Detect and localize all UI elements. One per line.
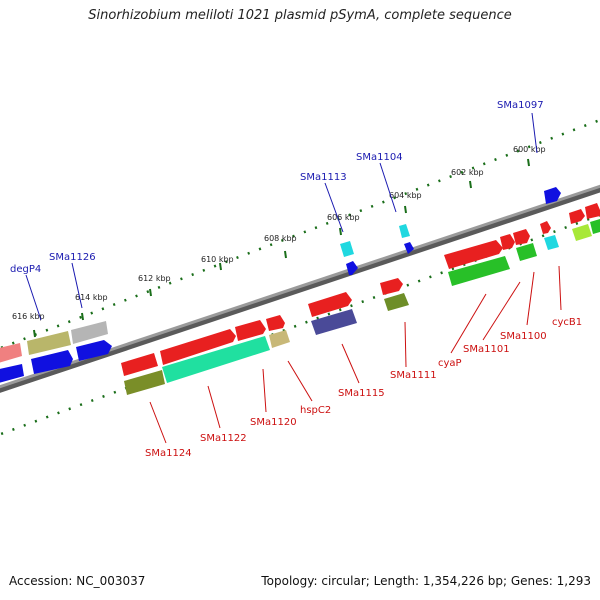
- gene-feature[interactable]: [266, 315, 285, 331]
- genome-summary: Topology: circular; Length: 1,354,226 bp…: [261, 574, 591, 588]
- gene-feature[interactable]: [516, 243, 537, 261]
- gene-label[interactable]: SMa1126: [49, 252, 96, 263]
- gene-feature[interactable]: [31, 350, 73, 374]
- gene-feature[interactable]: [0, 364, 24, 384]
- gene-feature[interactable]: [444, 240, 503, 269]
- gene-label[interactable]: SMa1120: [250, 417, 297, 428]
- gene-feature[interactable]: [311, 309, 357, 335]
- gene-label[interactable]: cycB1: [552, 317, 582, 328]
- forward-leaders: [25, 112, 538, 321]
- reverse-genes: [121, 219, 600, 395]
- gene-label[interactable]: cyaP: [438, 358, 462, 369]
- tick-label: 600 kbp: [513, 145, 546, 154]
- accession-label: Accession: NC_003037: [9, 574, 146, 588]
- gene-feature[interactable]: [399, 224, 410, 238]
- gene-label[interactable]: SMa1122: [200, 433, 247, 444]
- forward-genes: [0, 187, 600, 384]
- tick-label: 606 kbp: [327, 213, 360, 222]
- gene-label[interactable]: SMa1104: [356, 152, 403, 163]
- backbone-shadow: [0, 186, 600, 393]
- tick-label: 608 kbp: [264, 234, 297, 243]
- gene-feature[interactable]: [384, 293, 409, 311]
- map-title: Sinorhizobium meliloti 1021 plasmid pSym…: [88, 8, 512, 23]
- gene-feature[interactable]: [544, 187, 561, 204]
- gene-feature[interactable]: [569, 209, 585, 224]
- gene-feature[interactable]: [269, 330, 290, 348]
- gene-feature[interactable]: [0, 343, 22, 364]
- gene-feature[interactable]: [124, 370, 165, 395]
- gene-label[interactable]: degP4: [10, 264, 41, 275]
- gene-label[interactable]: SMa1111: [390, 370, 437, 381]
- tick-label: 604 kbp: [389, 191, 422, 200]
- gene-feature[interactable]: [540, 221, 551, 234]
- gene-label[interactable]: SMa1113: [300, 172, 347, 183]
- gene-feature[interactable]: [76, 340, 112, 361]
- gene-feature[interactable]: [121, 353, 158, 376]
- gene-feature[interactable]: [500, 234, 515, 250]
- gene-label[interactable]: hspC2: [300, 405, 331, 416]
- tick-label: 612 kbp: [138, 274, 171, 283]
- gene-label[interactable]: SMa1124: [145, 448, 192, 459]
- gene-feature[interactable]: [235, 320, 266, 341]
- gene-label[interactable]: SMa1101: [463, 344, 510, 355]
- tick-label: 602 kbp: [451, 168, 484, 177]
- tick-label: 610 kbp: [201, 255, 234, 264]
- tick-label: 614 kbp: [75, 293, 108, 302]
- reverse-leaders: [149, 265, 562, 444]
- gene-feature[interactable]: [544, 235, 559, 250]
- gene-feature[interactable]: [71, 321, 108, 344]
- gene-feature[interactable]: [380, 278, 403, 295]
- gene-feature[interactable]: [404, 242, 414, 254]
- gene-feature[interactable]: [27, 331, 71, 355]
- gene-feature[interactable]: [308, 292, 352, 317]
- gene-feature[interactable]: [160, 329, 236, 365]
- gene-feature[interactable]: [590, 219, 600, 234]
- gene-feature[interactable]: [448, 256, 510, 286]
- gene-feature[interactable]: [585, 203, 600, 219]
- gene-feature[interactable]: [346, 261, 358, 275]
- tick-label: 616 kbp: [12, 312, 45, 321]
- gene-feature[interactable]: [162, 336, 270, 383]
- gene-label[interactable]: SMa1115: [338, 388, 385, 399]
- gene-feature[interactable]: [572, 224, 592, 241]
- gene-label[interactable]: SMa1097: [497, 100, 544, 111]
- gene-feature[interactable]: [513, 229, 530, 245]
- gene-feature[interactable]: [340, 241, 354, 257]
- gene-label[interactable]: SMa1100: [500, 331, 547, 342]
- outer-major-ticks: [33, 158, 530, 338]
